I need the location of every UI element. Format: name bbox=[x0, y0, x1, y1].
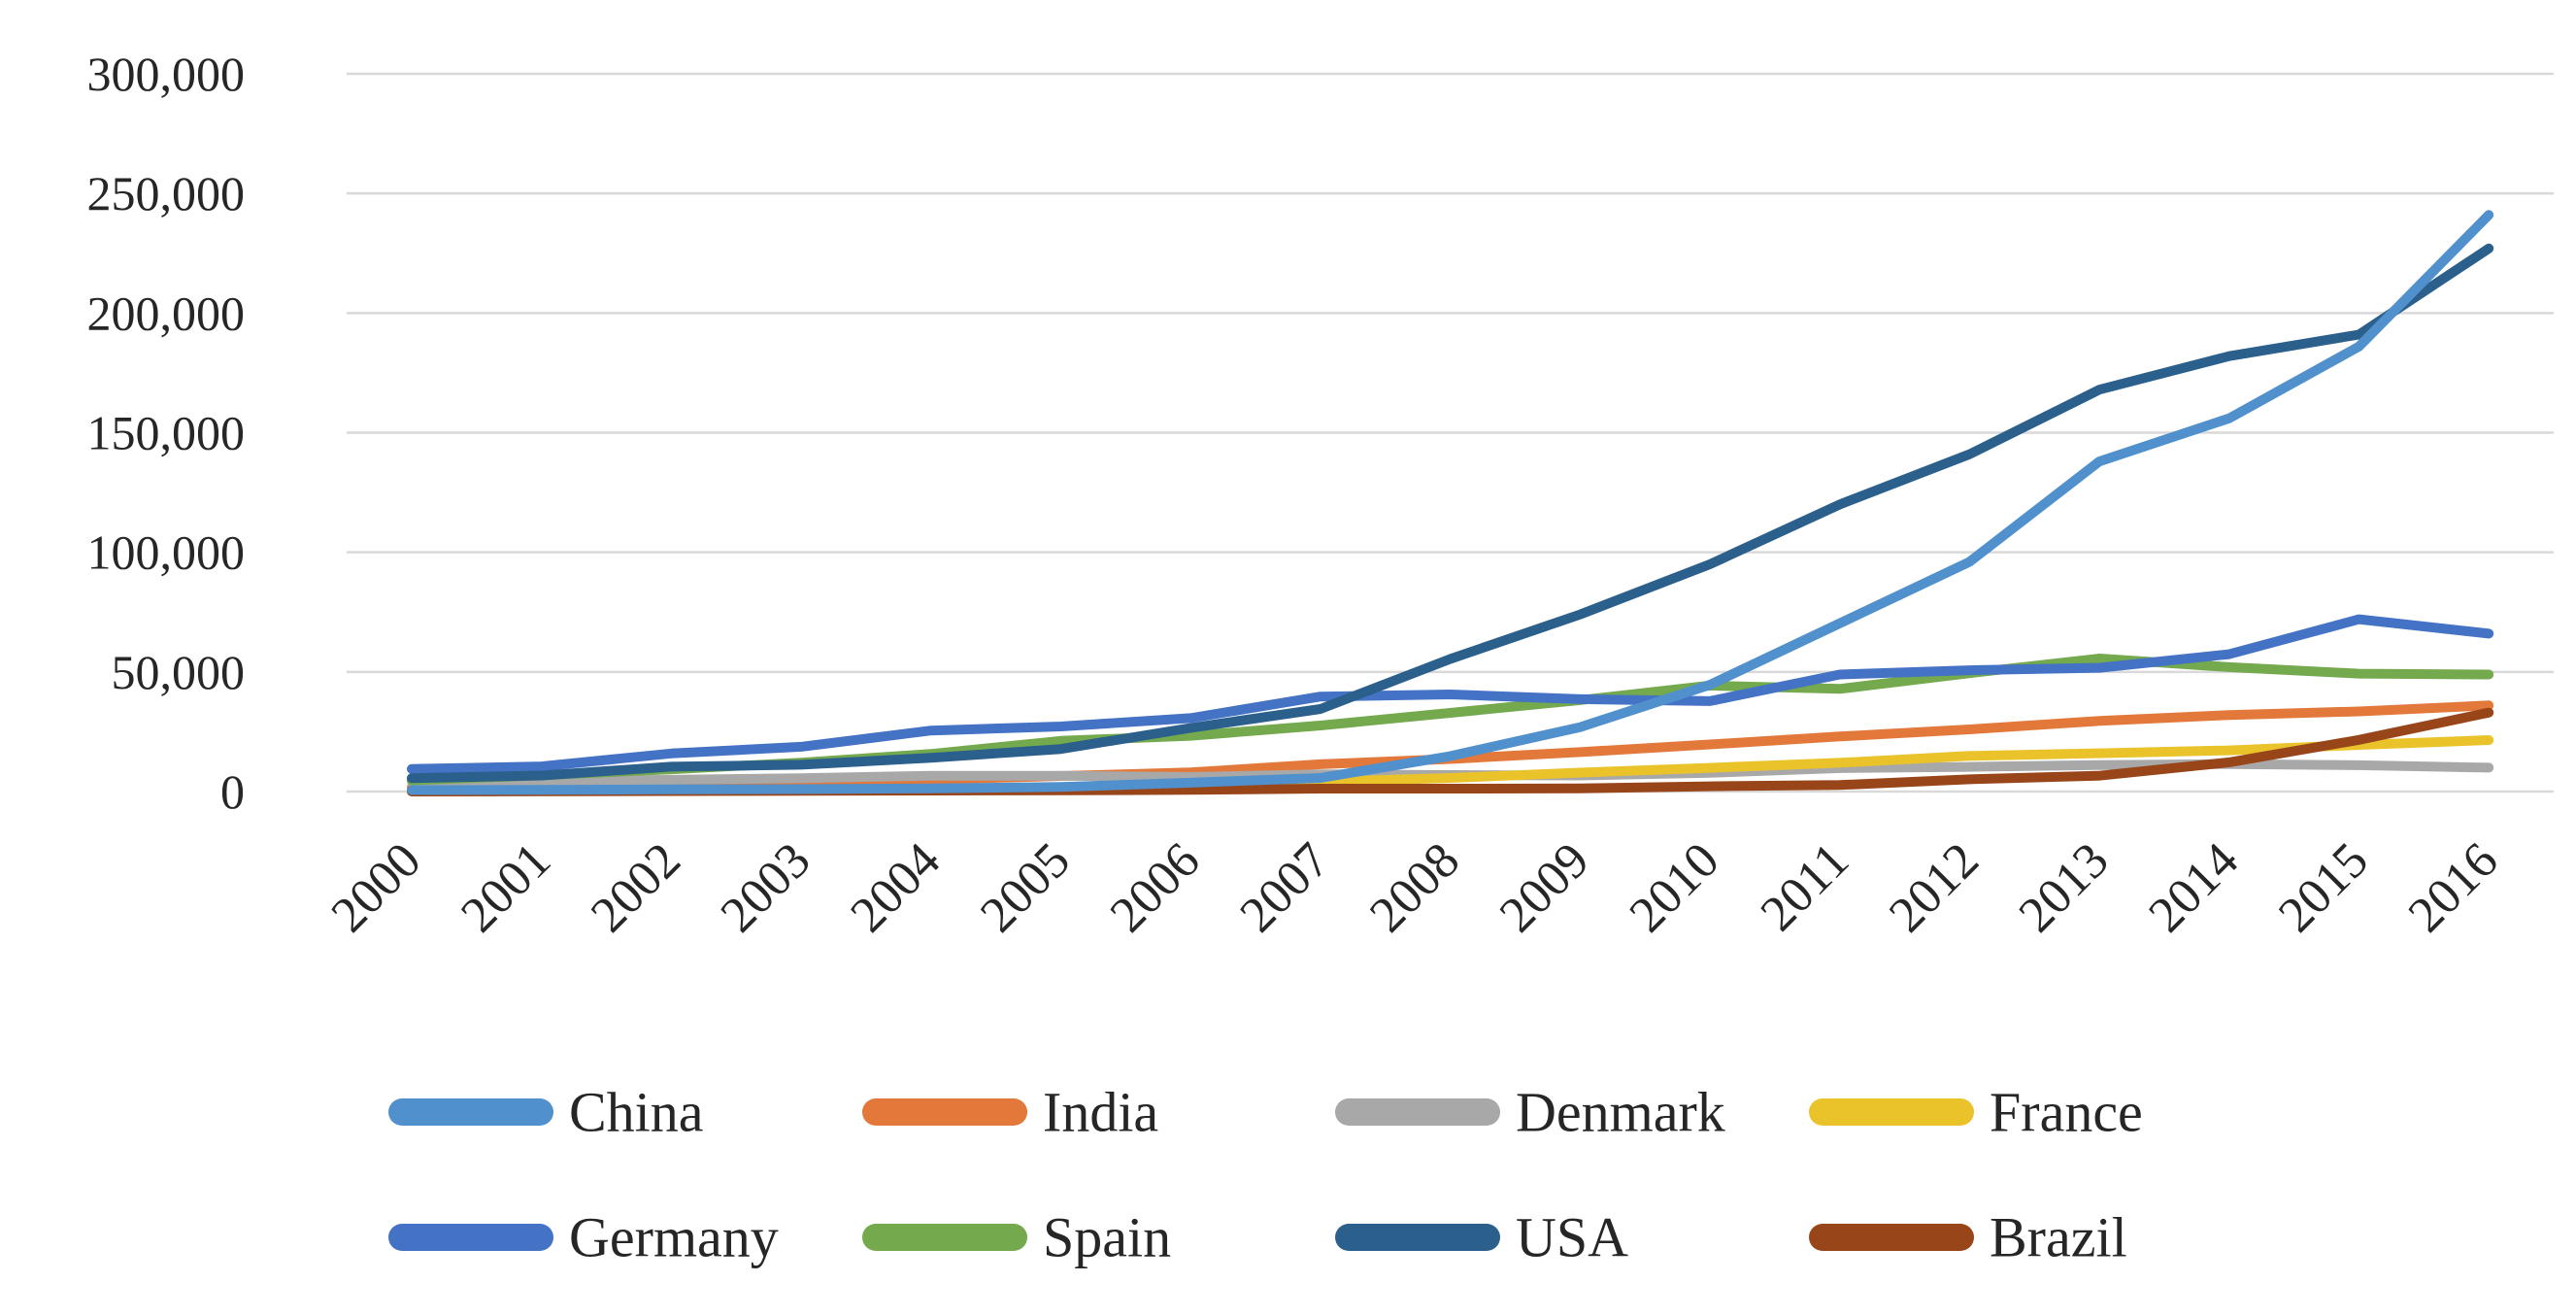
legend-marker-brazil bbox=[1809, 1224, 1974, 1251]
y-tick-label: 200,000 bbox=[87, 286, 246, 340]
legend-marker-india bbox=[862, 1098, 1027, 1126]
x-tick-label: 2002 bbox=[581, 832, 691, 943]
legend-item-brazil: Brazil bbox=[1809, 1206, 2127, 1269]
x-axis-labels: 2000 2001 2002 2003 2004 2005 2006 2007 2008 2009… bbox=[321, 832, 2509, 943]
x-tick-label: 2009 bbox=[1489, 832, 1600, 943]
x-tick-label: 2015 bbox=[2268, 832, 2379, 943]
legend-item-india: India bbox=[862, 1081, 1158, 1144]
legend-item-france: France bbox=[1809, 1081, 2143, 1144]
legend-marker-denmark bbox=[1335, 1098, 1500, 1126]
legend-item-germany: Germany bbox=[388, 1206, 779, 1269]
y-tick-label: 100,000 bbox=[87, 525, 246, 580]
x-tick-label: 2000 bbox=[321, 832, 432, 943]
x-tick-label: 2004 bbox=[840, 832, 951, 943]
legend-marker-france bbox=[1809, 1098, 1974, 1126]
x-tick-label: 2013 bbox=[2009, 832, 2120, 943]
legend-item-spain: Spain bbox=[862, 1206, 1171, 1269]
y-tick-label: 250,000 bbox=[87, 166, 246, 220]
y-tick-label: 0 bbox=[220, 764, 245, 819]
legend-label-china: China bbox=[569, 1081, 704, 1144]
series-lines bbox=[407, 210, 2494, 796]
y-axis-labels: 300,000 250,000 200,000 150,000 100,000 50,00… bbox=[87, 47, 246, 819]
legend-marker-china bbox=[388, 1098, 553, 1126]
legend-marker-usa bbox=[1335, 1224, 1500, 1251]
legend-label-denmark: Denmark bbox=[1516, 1081, 1725, 1144]
legend-label-germany: Germany bbox=[569, 1206, 779, 1269]
legend-item-usa: USA bbox=[1335, 1206, 1628, 1269]
legend: China India Denmark France Germany Spain USA Br… bbox=[388, 1081, 2143, 1269]
series-line-usa bbox=[407, 243, 2494, 784]
x-tick-label: 2014 bbox=[2138, 832, 2249, 943]
x-tick-label: 2003 bbox=[711, 832, 821, 943]
gridlines bbox=[347, 72, 2554, 793]
legend-marker-spain bbox=[862, 1224, 1027, 1251]
legend-item-denmark: Denmark bbox=[1335, 1081, 1725, 1144]
x-tick-label: 2011 bbox=[1751, 832, 1859, 941]
legend-label-spain: Spain bbox=[1043, 1206, 1171, 1269]
legend-label-india: India bbox=[1043, 1081, 1158, 1144]
legend-marker-germany bbox=[388, 1224, 553, 1251]
legend-label-france: France bbox=[1990, 1081, 2143, 1144]
x-tick-label: 2008 bbox=[1359, 832, 1470, 943]
series-line-germany bbox=[407, 614, 2494, 774]
legend-item-china: China bbox=[388, 1081, 704, 1144]
y-tick-label: 150,000 bbox=[87, 406, 246, 460]
y-tick-label: 50,000 bbox=[112, 645, 246, 699]
x-tick-label: 2016 bbox=[2398, 832, 2509, 943]
legend-label-usa: USA bbox=[1516, 1206, 1628, 1269]
x-tick-label: 2006 bbox=[1100, 832, 1211, 943]
y-tick-label: 300,000 bbox=[87, 47, 246, 101]
x-tick-label: 2005 bbox=[970, 832, 1081, 943]
legend-label-brazil: Brazil bbox=[1990, 1206, 2127, 1269]
x-tick-label: 2007 bbox=[1230, 832, 1341, 943]
series-line-china bbox=[407, 210, 2494, 795]
x-tick-label: 2012 bbox=[1879, 832, 1990, 943]
x-tick-label: 2001 bbox=[451, 832, 561, 943]
x-tick-label: 2010 bbox=[1620, 832, 1730, 943]
